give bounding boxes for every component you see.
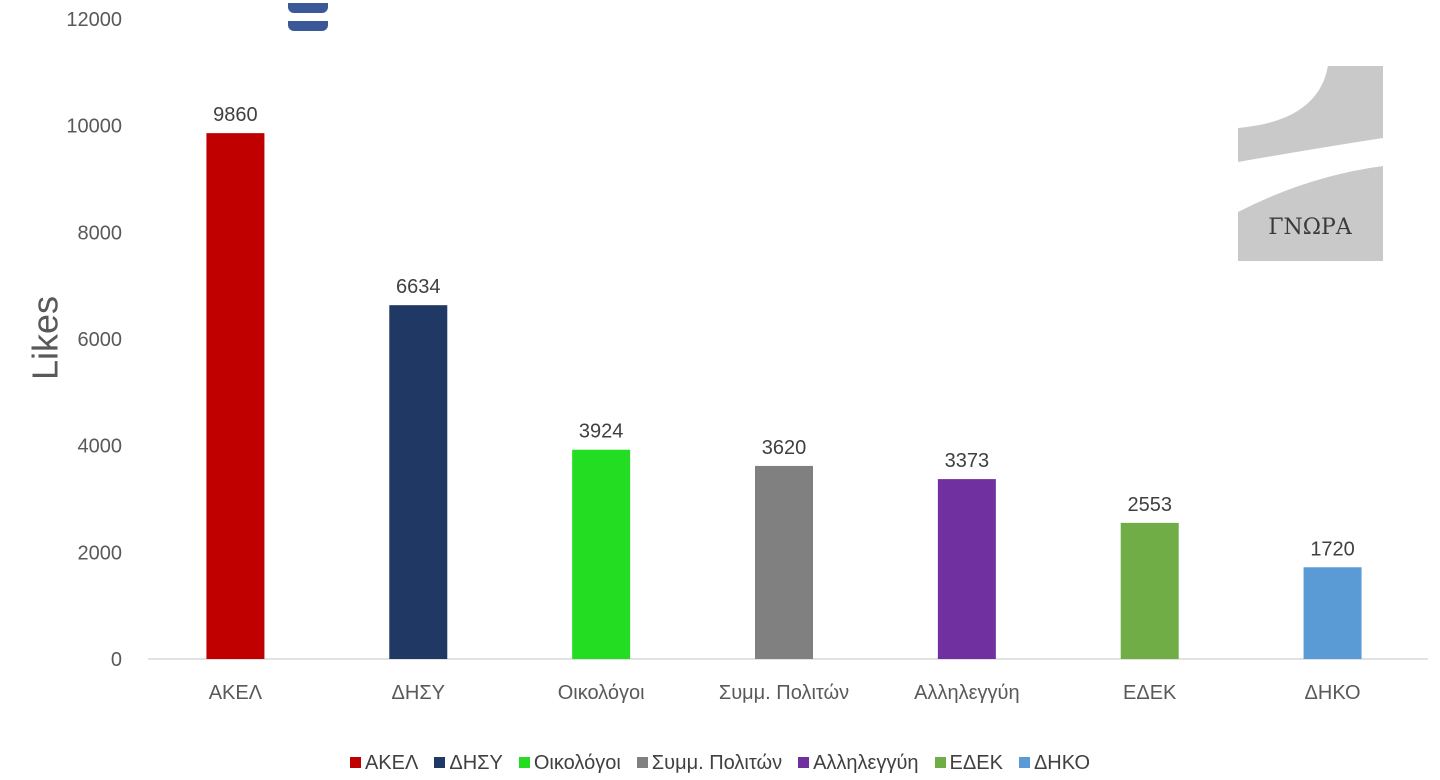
- legend-label: Οικολόγοι: [533, 752, 621, 774]
- x-tick-label: ΔΗΣΥ: [392, 682, 446, 704]
- bar-value-label: 3373: [945, 450, 990, 472]
- x-tick-label: ΑΚΕΛ: [209, 682, 263, 704]
- x-tick-label: Αλληλεγγύη: [914, 682, 1019, 704]
- legend-label: ΔΗΚΟ: [1033, 752, 1091, 774]
- bar-value-label: 3620: [762, 437, 807, 459]
- legend-item: ΔΗΣΥ: [434, 752, 503, 775]
- y-tick-label: 12000: [66, 9, 122, 31]
- bar-value-label: 1720: [1310, 538, 1355, 560]
- bar: [755, 465, 813, 659]
- bar: [389, 305, 448, 659]
- x-tick-label: Συμμ. Πολιτών: [719, 682, 849, 704]
- bar: [937, 479, 996, 659]
- legend-swatch: [434, 757, 446, 768]
- logo-text: ΓΝΩΡΑ: [1268, 215, 1353, 240]
- bar-value-label: 3924: [579, 421, 624, 443]
- legend-item: Οικολόγοι: [518, 752, 621, 775]
- legend-item: Αλληλεγγύη: [798, 752, 919, 775]
- y-tick-label: 8000: [78, 222, 123, 244]
- bar-value-label: 9860: [213, 104, 258, 126]
- bar: [1303, 567, 1362, 659]
- bar: [1120, 522, 1179, 659]
- legend-label: ΔΗΣΥ: [449, 752, 503, 774]
- y-tick-label: 6000: [78, 329, 123, 351]
- facebook-icon: [288, 0, 378, 31]
- legend-swatch: [518, 757, 530, 768]
- x-tick-label: Οικολόγοι: [558, 682, 645, 704]
- legend-label: ΑΚΕΛ: [364, 752, 419, 774]
- legend-swatch: [349, 757, 361, 768]
- legend-label: Αλληλεγγύη: [813, 752, 919, 774]
- y-tick-label: 10000: [66, 116, 122, 138]
- x-tick-label: ΔΗΚΟ: [1305, 682, 1361, 704]
- bar: [206, 133, 265, 660]
- legend-item: Συμμ. Πολιτών: [636, 752, 783, 775]
- legend-label: Συμμ. Πολιτών: [651, 752, 783, 774]
- y-tick-label: 4000: [78, 436, 123, 458]
- legend-item: ΕΔΕΚ: [934, 752, 1003, 775]
- legend-swatch: [934, 757, 946, 768]
- legend-item: ΑΚΕΛ: [349, 752, 419, 775]
- bar: [572, 449, 631, 659]
- gnora-logo: ΓΝΩΡΑ: [1238, 66, 1383, 261]
- legend-swatch: [1018, 757, 1030, 768]
- chart-legend: ΑΚΕΛ ΔΗΣΥ Οικολόγοι Συμμ. Πολιτών Αλληλεγγύη…: [0, 752, 1440, 775]
- legend-swatch: [798, 757, 810, 768]
- y-tick-label: 2000: [78, 542, 123, 564]
- legend-label: ΕΔΕΚ: [949, 752, 1003, 774]
- x-tick-label: ΕΔΕΚ: [1123, 682, 1177, 704]
- bar-value-label: 6634: [396, 276, 441, 298]
- legend-swatch: [636, 757, 648, 768]
- y-tick-label: 0: [111, 649, 122, 671]
- y-axis-label: Likes: [25, 296, 66, 380]
- bar-value-label: 2553: [1127, 494, 1172, 516]
- legend-item: ΔΗΚΟ: [1018, 752, 1091, 775]
